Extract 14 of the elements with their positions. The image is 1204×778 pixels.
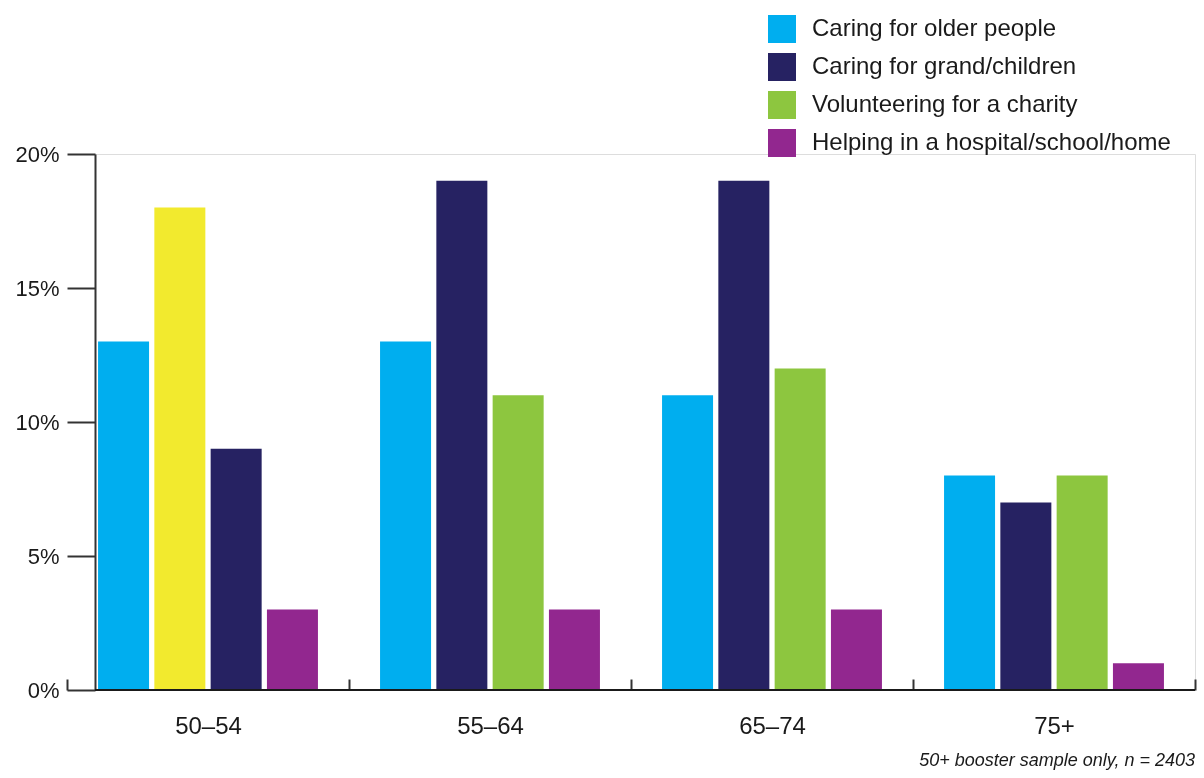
y-tick-label: 0% — [27, 677, 60, 703]
x-tick-label: 65–74 — [739, 711, 806, 739]
legend-label: Volunteering for a charity — [812, 90, 1078, 117]
x-tick-label: 50–54 — [175, 711, 242, 739]
y-tick-label: 15% — [15, 275, 60, 301]
y-tick-label: 10% — [15, 409, 60, 435]
y-tick-label: 20% — [15, 141, 60, 167]
y-tick-label: 5% — [27, 543, 60, 569]
x-tick-label: 75+ — [1034, 711, 1075, 739]
text: 50+ booster sample only, n = 2403 — [919, 750, 1195, 770]
legend-label: Caring for grand/children — [812, 52, 1077, 79]
legend-label: Caring for older people — [812, 14, 1057, 41]
x-tick-label: 55–64 — [457, 711, 524, 739]
legend-label: Helping in a hospital/school/home — [812, 128, 1171, 155]
